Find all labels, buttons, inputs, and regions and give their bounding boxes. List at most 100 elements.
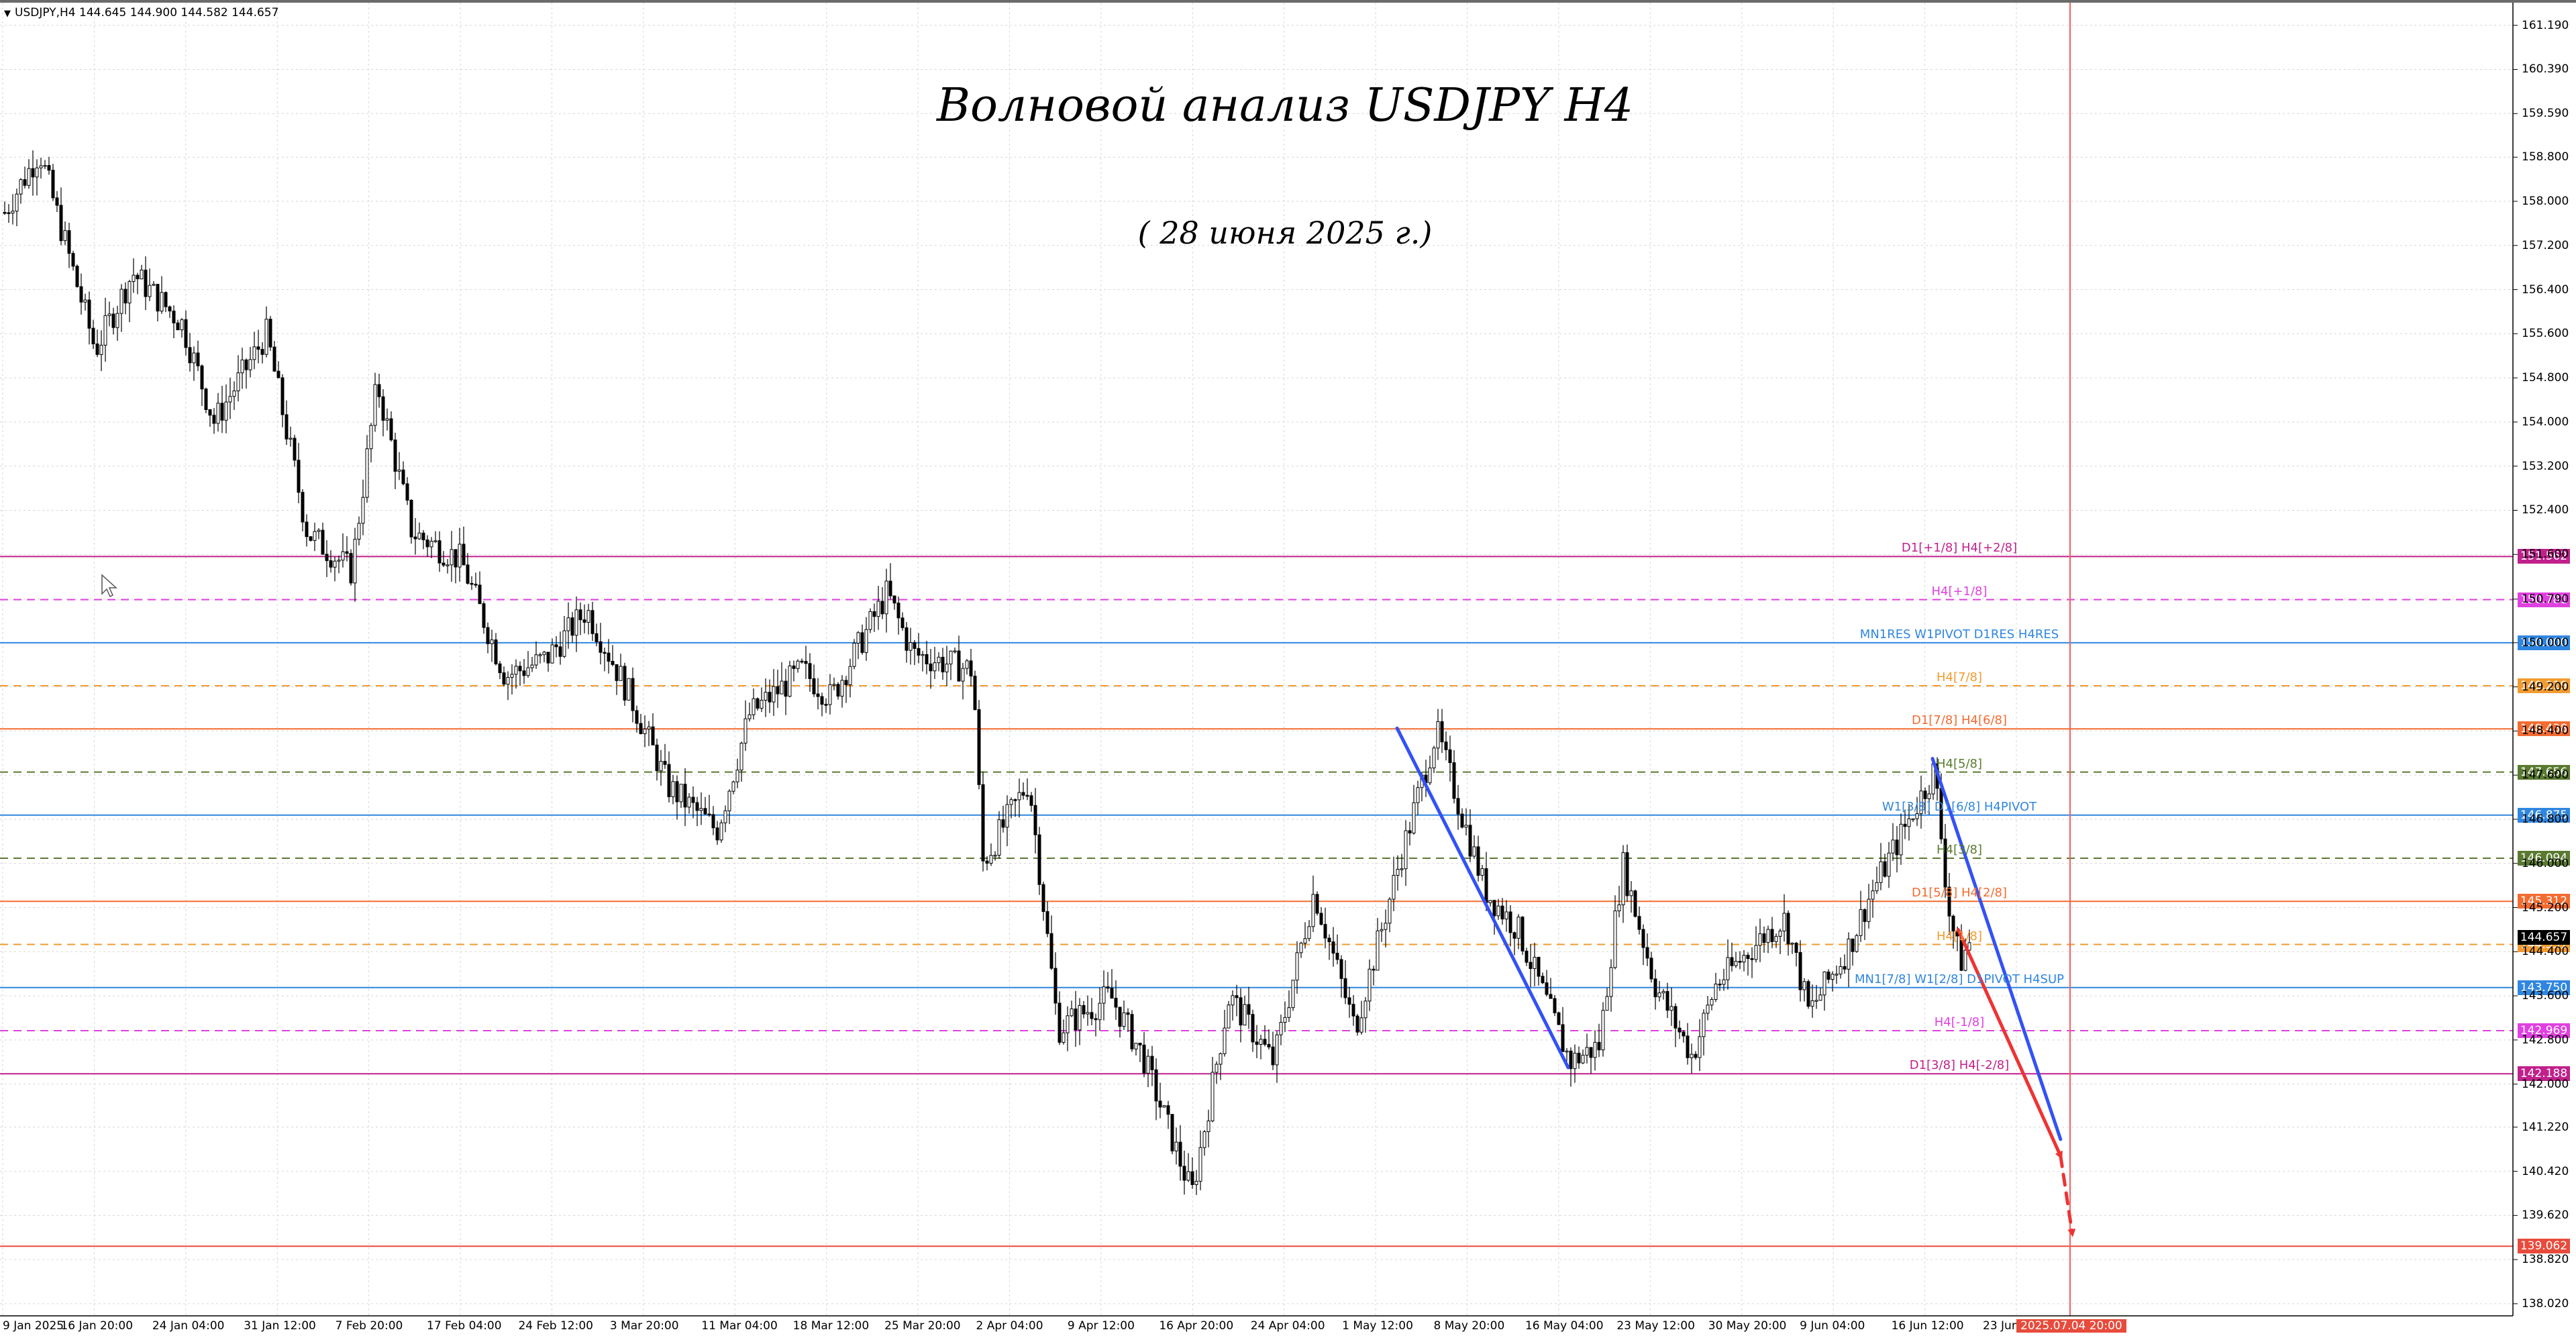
candle [405, 483, 409, 501]
candle [111, 313, 115, 328]
candle [1923, 790, 1927, 799]
candle [1496, 905, 1500, 917]
current-price-tag: 144.657 [2518, 930, 2570, 945]
candle [723, 810, 727, 823]
candle [864, 629, 868, 653]
price-tag: 148.438 [2518, 721, 2570, 737]
mouse-cursor-icon [101, 574, 117, 598]
forecast-arrow[interactable] [1956, 927, 2063, 1160]
candle [244, 359, 248, 370]
candle [1847, 938, 1851, 970]
candle [59, 205, 63, 242]
candle [892, 595, 896, 604]
symbol-info[interactable]: ▼ USDJPY,H4 144.645 144.900 144.582 144.6… [4, 6, 278, 19]
candle [1569, 1050, 1573, 1070]
level-label: MN1[7/8] W1[2/8] D1PIVOT H4SUP [1855, 972, 2064, 986]
candle [643, 728, 647, 735]
candle [1078, 1004, 1082, 1031]
candle [1661, 991, 1665, 994]
candle [99, 344, 103, 355]
candle [1150, 1055, 1154, 1070]
price-tag: 146.875 [2518, 807, 2570, 823]
candle [1682, 1031, 1686, 1037]
candle [466, 564, 470, 584]
candle [1702, 1013, 1706, 1037]
candle [1146, 1055, 1150, 1074]
wave-trendline[interactable] [1395, 726, 1570, 1070]
candle [1589, 1047, 1593, 1058]
candle [1549, 994, 1553, 999]
candle [1565, 1050, 1569, 1053]
forecast-dashed-arrow[interactable] [2059, 1154, 2076, 1237]
candle [1810, 1000, 1814, 1007]
date-axis-label: 16 Jan 20:00 [60, 1319, 134, 1333]
candle [993, 855, 997, 857]
candle [1818, 994, 1822, 1001]
candle [345, 551, 349, 554]
candle [1678, 1027, 1682, 1033]
candle [1778, 931, 1782, 937]
candle [43, 165, 47, 167]
candle [780, 680, 784, 694]
candle [981, 784, 985, 862]
candle [216, 403, 220, 424]
candle [1831, 974, 1835, 980]
candle [1166, 1105, 1170, 1115]
candle [119, 289, 123, 314]
candle [1025, 794, 1029, 797]
candle [1231, 995, 1235, 1006]
candle [1384, 923, 1388, 930]
candle [224, 401, 228, 421]
price-scale-label: 149.200 [2522, 680, 2569, 694]
candle [1013, 799, 1017, 801]
date-axis-label: 2 Apr 04:00 [976, 1319, 1043, 1333]
date-axis-label: 24 Feb 12:00 [518, 1319, 593, 1333]
candle [1967, 942, 1971, 951]
candle [655, 744, 659, 772]
candle [884, 580, 888, 615]
candle [313, 531, 317, 541]
candle [756, 698, 760, 709]
candle [87, 299, 91, 329]
candle [1130, 1014, 1134, 1049]
price-scale-label: 155.600 [2522, 327, 2569, 341]
candle [297, 460, 301, 493]
plot-area [0, 3, 2513, 1316]
candle [192, 352, 196, 364]
candle [83, 299, 87, 303]
level-label: D1[3/8] H4[-2/8] [1909, 1058, 2010, 1073]
candle [1291, 980, 1295, 1009]
candle [1267, 1043, 1271, 1047]
date-axis-label: 18 Mar 12:00 [792, 1319, 870, 1333]
candle [1927, 793, 1931, 799]
candle [1508, 911, 1512, 933]
candle [397, 469, 401, 472]
candle [103, 315, 107, 346]
candle [772, 686, 776, 703]
candle [836, 684, 840, 697]
candle [776, 686, 780, 694]
price-scale-label: 146.800 [2522, 812, 2569, 826]
wave-trendline[interactable] [1930, 757, 2063, 1141]
candle [1794, 942, 1798, 953]
candle [462, 544, 466, 566]
candle [671, 781, 675, 797]
candle [905, 627, 909, 651]
candle [293, 437, 297, 461]
level-lines [0, 556, 2513, 1247]
candle [1283, 1017, 1287, 1023]
candle [1750, 958, 1754, 960]
candle [1593, 1041, 1597, 1058]
candle [1790, 942, 1794, 945]
candle [361, 497, 365, 524]
dropdown-caret-icon[interactable]: ▼ [4, 9, 11, 19]
candle [377, 384, 381, 397]
candle [530, 664, 534, 668]
candle [1400, 868, 1404, 870]
price-scale-label: 147.600 [2522, 768, 2569, 782]
candle [603, 652, 607, 654]
candle [200, 365, 204, 390]
candle [1106, 986, 1110, 989]
candle [989, 855, 993, 864]
